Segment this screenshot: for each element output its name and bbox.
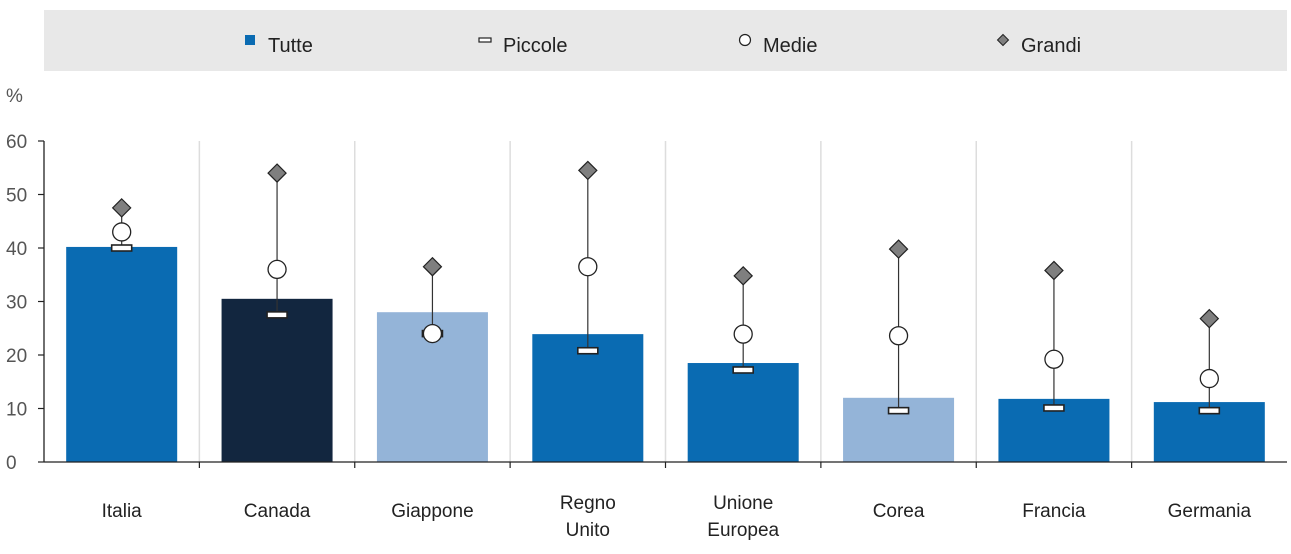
legend-swatch <box>738 33 752 47</box>
y-tick-label: 30 <box>6 293 27 314</box>
marker-medie <box>112 222 132 242</box>
legend-swatch <box>245 35 255 45</box>
legend-label: Medie <box>763 35 817 57</box>
bars <box>66 246 1265 462</box>
x-tick-label: Regno Unito <box>560 493 616 541</box>
x-labels: Italia Canada Giappone Regno Unito Unione Euro… <box>102 493 1252 541</box>
marker-grandi <box>577 160 598 181</box>
y-tick-label: 60 <box>6 132 27 153</box>
marker-medie <box>422 323 443 344</box>
marker-piccole <box>1043 404 1065 412</box>
x-tick-label-line: Unione <box>713 493 773 514</box>
markers <box>110 160 1221 415</box>
legend: Tutte Piccole Medie Grandi <box>245 33 1081 57</box>
y-tick-label: 50 <box>6 186 27 207</box>
marker-grandi <box>1199 308 1220 329</box>
marker-piccole <box>577 346 599 355</box>
x-tick-label-line: Unito <box>566 520 610 541</box>
legend-label: Grandi <box>1021 35 1081 57</box>
x-tick-label-line: Germania <box>1168 501 1252 522</box>
marker-piccole <box>266 311 288 319</box>
x-tick-label: Corea <box>873 501 925 522</box>
legend-item-grandi: Grandi <box>996 33 1081 57</box>
y-tick-label: 10 <box>6 400 27 421</box>
marker-grandi <box>111 198 132 218</box>
marker-piccole <box>887 406 910 415</box>
y-tick-label: 20 <box>6 346 27 367</box>
grid-lines <box>198 141 1133 462</box>
marker-medie <box>1044 349 1064 369</box>
legend-item-tutte: Tutte <box>245 35 313 57</box>
x-tick-label: Germania <box>1168 501 1252 522</box>
x-tick-label-line: Regno <box>560 493 616 514</box>
y-axis-label: % <box>6 86 23 107</box>
x-tick-label: Francia <box>1022 501 1086 522</box>
marker-medie <box>1199 368 1219 389</box>
x-tick-label: Canada <box>244 501 311 522</box>
y-ticks: 0 10 20 30 40 50 60 <box>6 132 44 474</box>
y-tick-label: 0 <box>6 453 17 474</box>
x-tick-label: Italia <box>102 501 143 522</box>
legend-background <box>44 10 1287 71</box>
bar-tutte <box>221 298 333 462</box>
marker-grandi <box>888 239 909 259</box>
legend-item-medie: Medie <box>738 33 817 57</box>
legend-label: Tutte <box>268 35 313 57</box>
x-tick-label: Giappone <box>391 501 473 522</box>
legend-swatch <box>478 37 492 43</box>
legend-label: Piccole <box>503 35 567 57</box>
x-tick-label-line: Europea <box>707 520 779 541</box>
marker-grandi <box>733 265 754 286</box>
marker-medie <box>578 257 598 277</box>
marker-piccole <box>732 366 754 374</box>
x-tick-label-line: Corea <box>873 501 925 522</box>
x-tick-label-line: Italia <box>102 501 143 522</box>
marker-medie <box>267 259 287 280</box>
x-tick-label-line: Francia <box>1022 501 1086 522</box>
x-tick-label: Unione Europea <box>707 493 779 541</box>
marker-piccole <box>110 244 133 252</box>
marker-grandi <box>267 163 287 183</box>
x-tick-label-line: Canada <box>244 501 311 522</box>
bar-tutte <box>687 363 799 462</box>
marker-grandi <box>422 256 443 277</box>
x-tick-label-line: Giappone <box>391 501 473 522</box>
bar-tutte <box>66 246 178 462</box>
marker-medie <box>733 324 753 344</box>
bar-tutte <box>532 334 644 462</box>
legend-item-piccole: Piccole <box>478 35 567 57</box>
legend-swatch <box>996 33 1010 47</box>
marker-medie <box>888 326 909 346</box>
marker-piccole <box>1198 406 1221 415</box>
y-tick-label: 40 <box>6 239 27 260</box>
marker-grandi <box>1044 260 1064 281</box>
